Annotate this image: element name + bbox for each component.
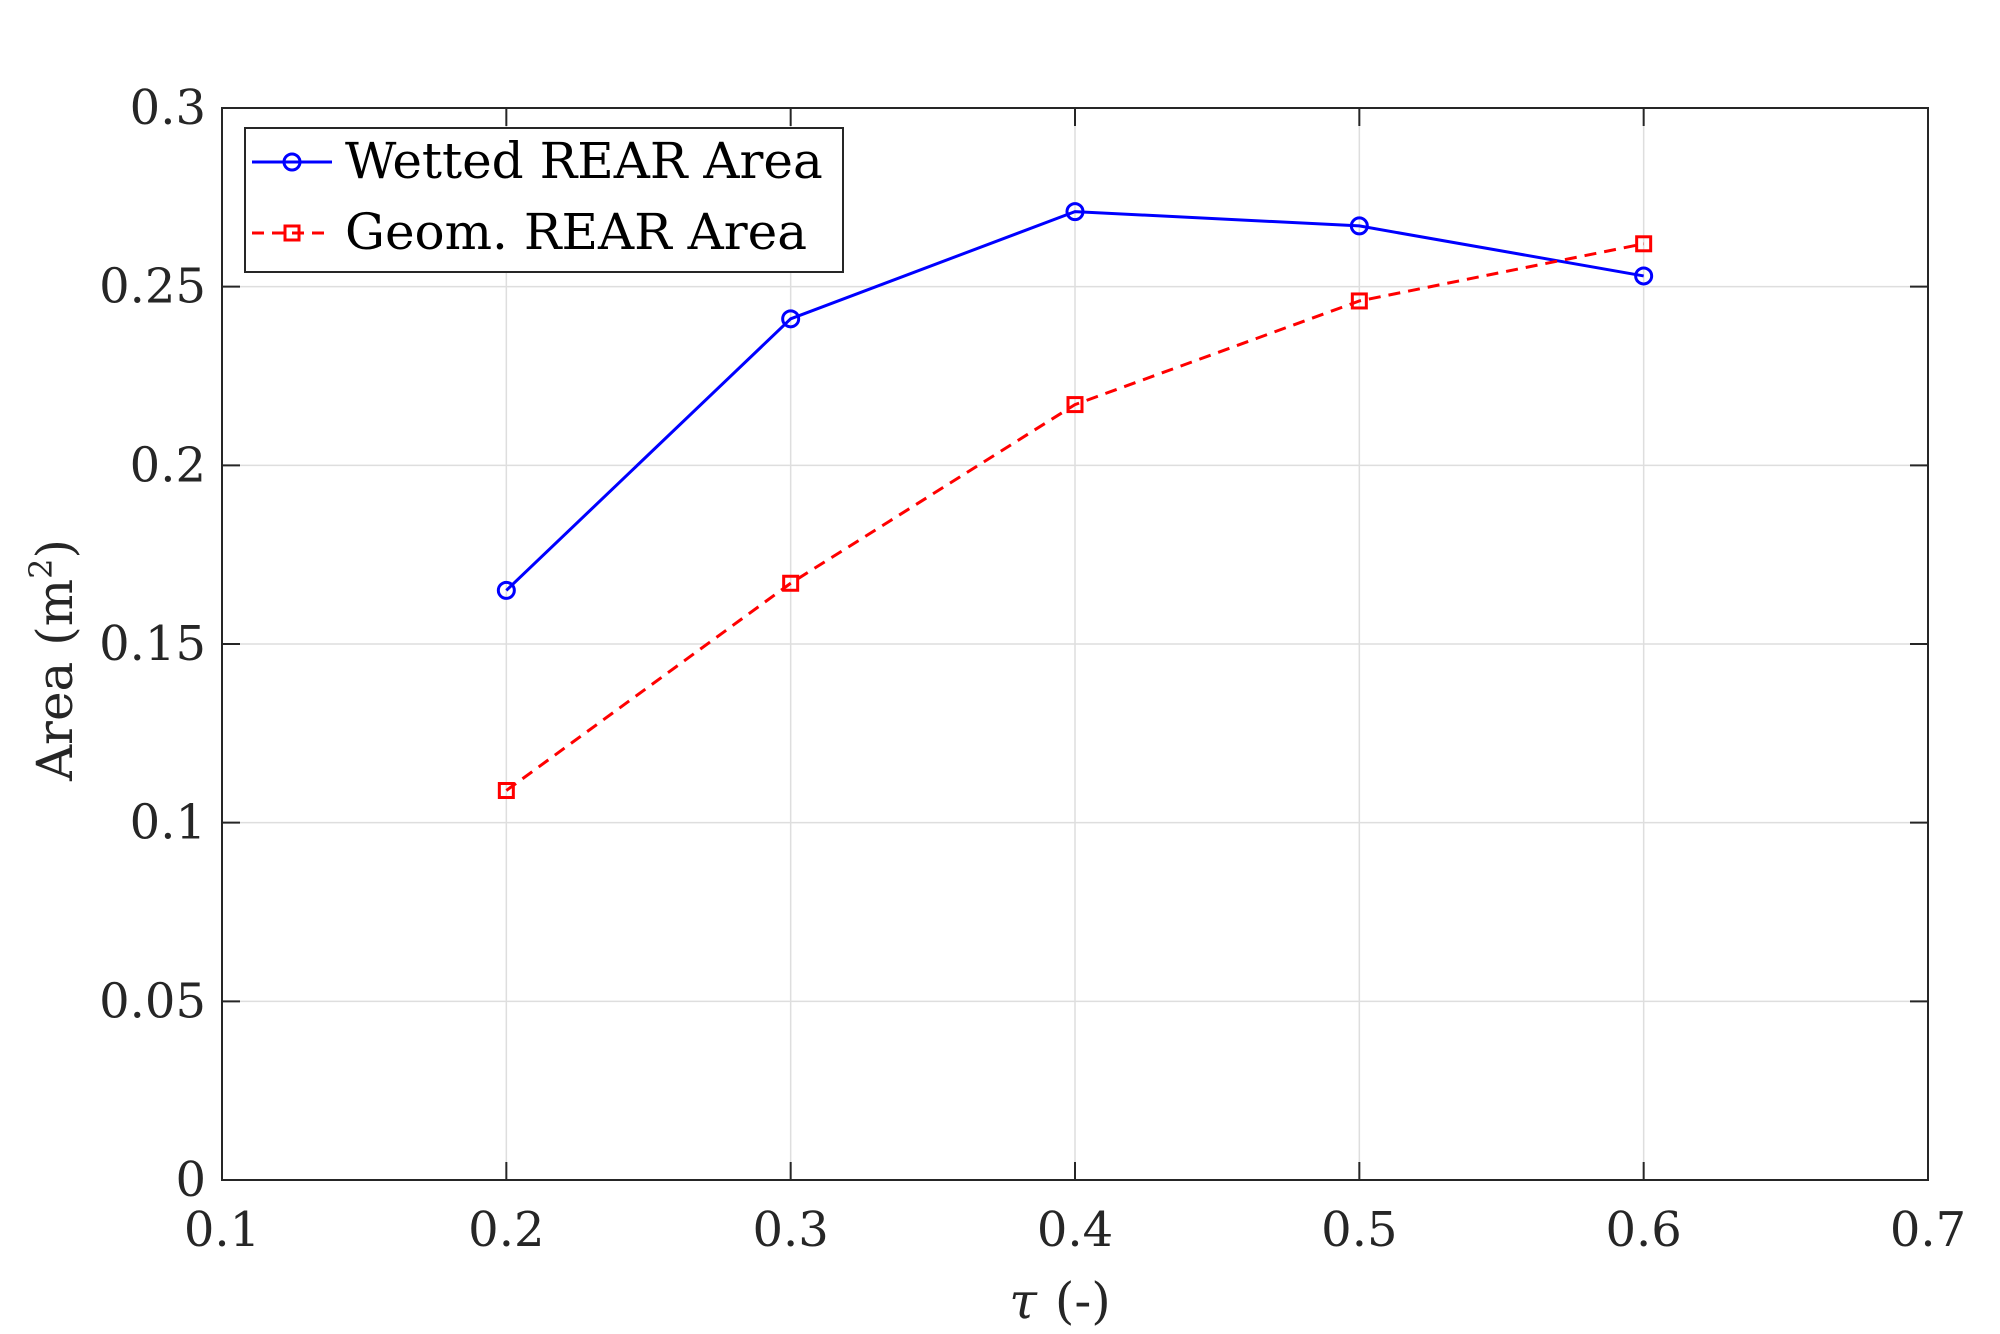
x-tick-label: 0.5	[1321, 1202, 1397, 1258]
data-point	[1635, 235, 1653, 253]
y-tick-label: 0.3	[130, 80, 206, 136]
x-tick-label: 0.6	[1605, 1202, 1681, 1258]
series-line	[505, 242, 1644, 792]
legend-label-wetted: Wetted REAR Area	[345, 132, 823, 190]
legend: Wetted REAR Area Geom. REAR Area	[244, 127, 844, 273]
data-point	[496, 580, 516, 600]
x-axis-symbol: τ	[1009, 1272, 1038, 1330]
data-point	[1065, 202, 1085, 222]
y-tick-labels: 0 0.05 0.1 0.15 0.2 0.25 0.3	[99, 80, 206, 1208]
y-tick-label: 0.05	[99, 973, 206, 1029]
y-axis-label: Area (m2)	[22, 539, 84, 782]
y-axis-label-sup: 2	[22, 558, 60, 578]
data-point	[1350, 292, 1368, 310]
series-layer	[496, 202, 1654, 800]
data-point	[1066, 396, 1084, 414]
tick-marks	[221, 107, 1929, 1181]
data-point	[497, 782, 515, 800]
series-0	[496, 202, 1654, 600]
x-tick-label: 0.7	[1890, 1202, 1966, 1258]
data-point	[782, 574, 800, 592]
data-point	[1349, 216, 1369, 236]
x-tick-label: 0.1	[184, 1202, 260, 1258]
y-axis-label-close: )	[26, 539, 84, 559]
series-line	[505, 210, 1644, 592]
series-1	[497, 235, 1653, 800]
data-point	[781, 309, 801, 329]
y-tick-label: 0.15	[99, 616, 206, 672]
data-point	[1634, 266, 1654, 286]
y-axis-label-text: Area (m	[26, 579, 84, 782]
y-tick-label: 0.25	[99, 259, 206, 315]
x-axis-label: τ (-)	[1009, 1272, 1111, 1330]
y-axis-label-group: Area (m2)	[22, 539, 84, 782]
x-tick-labels: 0.1 0.2 0.3 0.4 0.5 0.6 0.7	[184, 1202, 1966, 1258]
x-axis-unit: (-)	[1055, 1272, 1111, 1330]
x-tick-label: 0.4	[1037, 1202, 1113, 1258]
y-tick-label: 0.1	[130, 795, 206, 851]
legend-box	[244, 127, 844, 273]
legend-swatch-wetted-marker	[282, 152, 302, 172]
y-tick-label: 0	[175, 1152, 206, 1208]
legend-label-geom: Geom. REAR Area	[345, 203, 807, 261]
legend-swatch-geom-marker	[283, 224, 301, 242]
x-tick-label: 0.2	[468, 1202, 544, 1258]
x-tick-label: 0.3	[752, 1202, 828, 1258]
y-tick-label: 0.2	[130, 437, 206, 493]
